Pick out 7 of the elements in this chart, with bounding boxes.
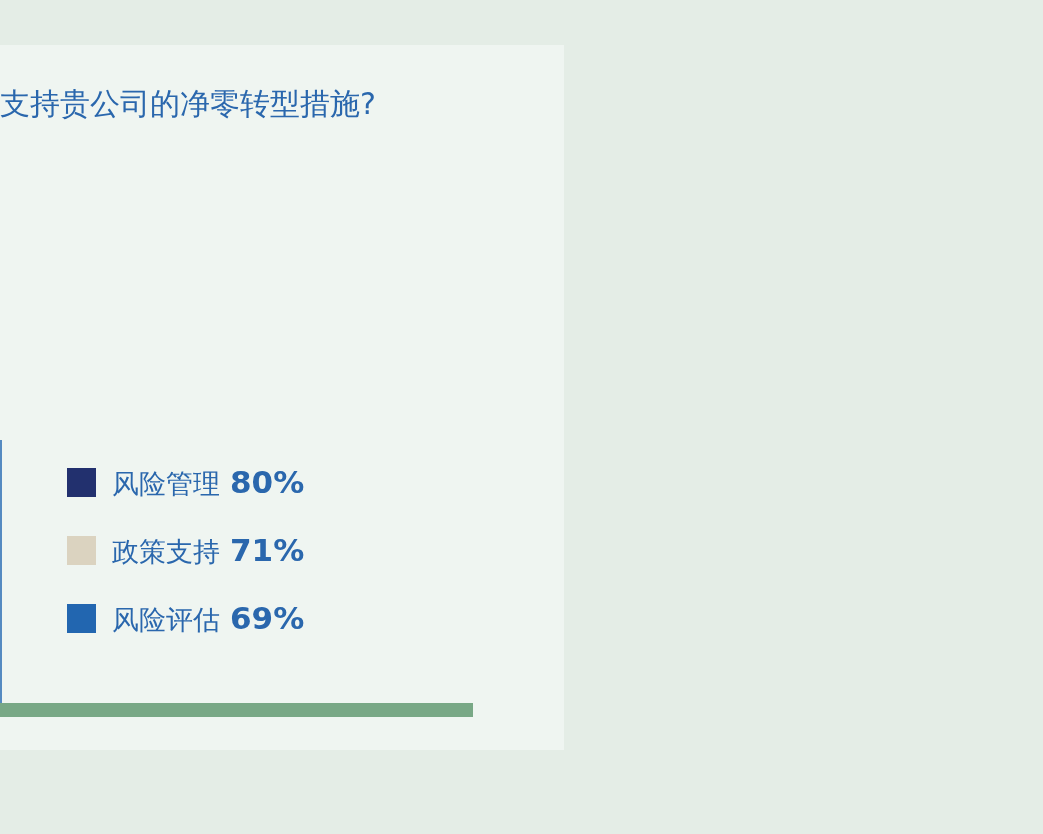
text: 支持贵公司的净零转型措施? bbox=[0, 86, 376, 121]
category-label: 风险管理 bbox=[112, 468, 220, 499]
data-label: 80% bbox=[230, 464, 305, 500]
category-label: 政策支持 bbox=[112, 536, 220, 567]
category-label: 风险评估 bbox=[112, 604, 220, 635]
data-label: 69% bbox=[230, 600, 305, 636]
data-label: 71% bbox=[230, 532, 305, 568]
